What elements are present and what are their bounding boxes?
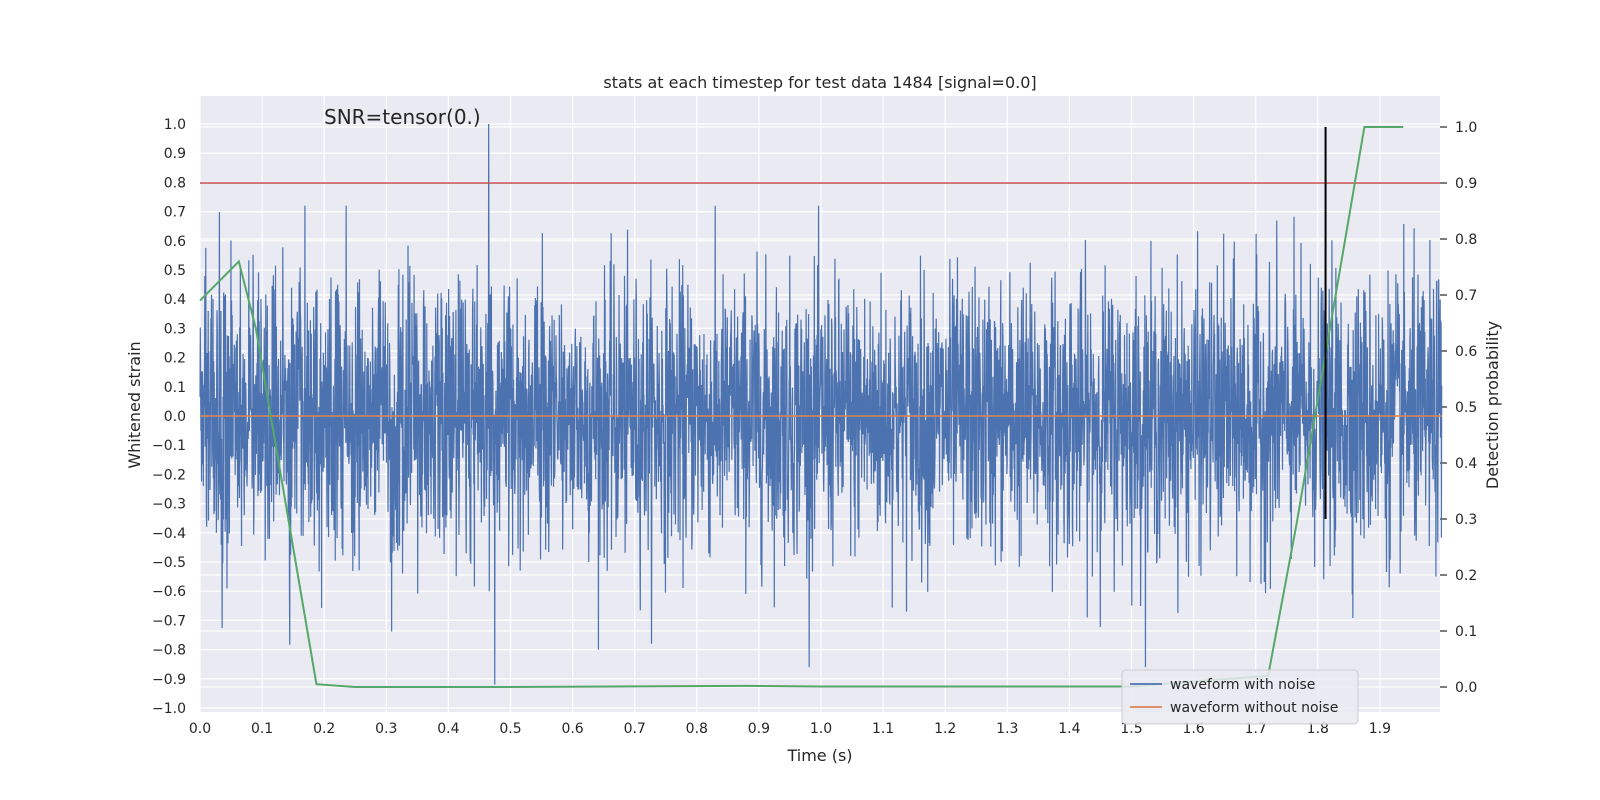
- y-tick-label: −0.2: [152, 467, 186, 483]
- y-tick-label: 0.4: [164, 292, 186, 308]
- y-tick-label: −0.5: [152, 555, 186, 571]
- y2-tick-label: 0.7: [1455, 288, 1477, 304]
- x-tick-label: 0.3: [375, 721, 397, 737]
- detection-probability-line: [199, 126, 1404, 688]
- y-tick-label: 0.7: [164, 205, 186, 221]
- x-tick-label: 1.0: [810, 721, 832, 737]
- y-tick-label: 0.0: [164, 409, 186, 425]
- x-tick-label: 1.5: [1120, 721, 1142, 737]
- y-tick-label: 0.8: [164, 175, 186, 191]
- y-tick-label: −0.7: [152, 613, 186, 629]
- x-tick-label: 0.5: [499, 721, 521, 737]
- x-tick-label: 1.8: [1307, 721, 1329, 737]
- x-tick-label: 0.9: [748, 721, 770, 737]
- y-tick-label: −1.0: [152, 701, 186, 717]
- x-tick-label: 1.9: [1369, 721, 1391, 737]
- y2-tick-label: 0.9: [1455, 176, 1477, 192]
- y-axis-ticks: 1.0 0.9 0.8 0.7 0.6 0.5 0.4 0.3 0.2 0.1 0.0 −0.1 −0.…: [152, 117, 186, 717]
- x-axis-label: Time (s): [786, 746, 852, 765]
- y2-axis-ticks: 1.0 0.9 0.8 0.7 0.6 0.5 0.4 0.3 0.2 0.1 0.0: [1440, 120, 1477, 696]
- legend-label-waveform-with-noise: waveform with noise: [1170, 677, 1315, 693]
- x-tick-label: 0.6: [561, 721, 583, 737]
- x-tick-label: 0.4: [437, 721, 459, 737]
- y-tick-label: −0.4: [152, 526, 186, 542]
- snr-annotation: SNR=tensor(0.): [324, 105, 481, 129]
- x-tick-label: 1.7: [1245, 721, 1267, 737]
- x-tick-label: 0.0: [189, 721, 211, 737]
- y-tick-label: −0.8: [152, 643, 186, 659]
- y2-tick-label: 0.0: [1455, 680, 1477, 696]
- chart-title: stats at each timestep for test data 148…: [603, 73, 1036, 92]
- y2-tick-label: 0.8: [1455, 232, 1477, 248]
- x-tick-label: 1.3: [996, 721, 1018, 737]
- legend-box: [1121, 669, 1359, 725]
- x-tick-label: 0.8: [686, 721, 708, 737]
- y-tick-label: 0.9: [164, 146, 186, 162]
- y-tick-label: −0.3: [152, 497, 186, 513]
- y-axis-label: Whitened strain: [125, 341, 144, 468]
- y2-tick-label: 0.6: [1455, 344, 1477, 360]
- y-tick-label: −0.6: [152, 584, 186, 600]
- y2-tick-label: 0.3: [1455, 512, 1477, 528]
- y2-tick-label: 1.0: [1455, 120, 1477, 136]
- y-tick-label: 0.2: [164, 351, 186, 367]
- y2-tick-label: 0.1: [1455, 624, 1477, 640]
- series-group: [199, 123, 1443, 688]
- y2-tick-label: 0.5: [1455, 400, 1477, 416]
- legend: waveform with noise waveform without noi…: [1121, 669, 1359, 725]
- x-tick-label: 1.4: [1058, 721, 1080, 737]
- y-tick-label: 0.3: [164, 321, 186, 337]
- x-tick-label: 0.7: [624, 721, 646, 737]
- y2-tick-label: 0.4: [1455, 456, 1477, 472]
- x-tick-label: 0.2: [313, 721, 335, 737]
- x-tick-label: 1.6: [1182, 721, 1204, 737]
- y-tick-label: 0.5: [164, 263, 186, 279]
- x-tick-label: 1.1: [872, 721, 894, 737]
- x-axis-ticks: 0.0 0.1 0.2 0.3 0.4 0.5 0.6 0.7 0.8 0.9 1.0 1.1 1.2 1…: [189, 721, 1391, 737]
- y-tick-label: 1.0: [164, 117, 186, 133]
- y-tick-label: −0.9: [152, 672, 186, 688]
- waveform-with-noise-line: [199, 123, 1443, 685]
- y2-axis-label: Detection probability: [1483, 321, 1502, 489]
- legend-label-waveform-without-noise: waveform without noise: [1170, 700, 1338, 716]
- x-tick-label: 0.1: [251, 721, 273, 737]
- y-tick-label: 0.1: [164, 380, 186, 396]
- y2-tick-label: 0.2: [1455, 568, 1477, 584]
- y-tick-label: 0.6: [164, 234, 186, 250]
- y-tick-label: −0.1: [152, 438, 186, 454]
- x-tick-label: 1.2: [934, 721, 956, 737]
